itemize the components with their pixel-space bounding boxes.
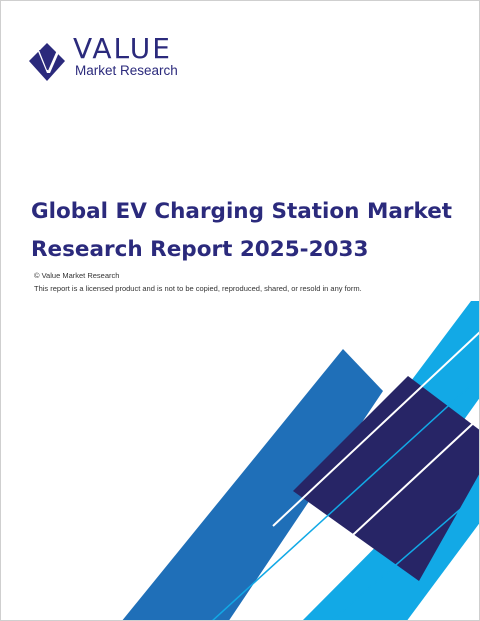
navy-square [293, 376, 479, 581]
report-title-line-2: Research Report 2025-2033 [31, 237, 369, 262]
white-line-1 [272, 331, 479, 527]
report-title: Global EV Charging Station Market Resear… [31, 193, 461, 269]
copyright-notice: © Value Market Research [34, 271, 120, 280]
blue-band [122, 349, 383, 620]
company-logo: VALUE Market Research [25, 32, 178, 85]
white-line-2 [340, 416, 479, 547]
logo-subtitle: Market Research [75, 63, 178, 78]
license-notice: This report is a licensed product and is… [34, 284, 362, 293]
cyan-line-2 [331, 492, 479, 620]
logo-wordmark: VALUE [73, 32, 172, 65]
report-title-line-1: Global EV Charging Station Market [31, 199, 453, 224]
diamond-v-icon [29, 41, 65, 81]
cyan-line-1 [212, 376, 479, 620]
